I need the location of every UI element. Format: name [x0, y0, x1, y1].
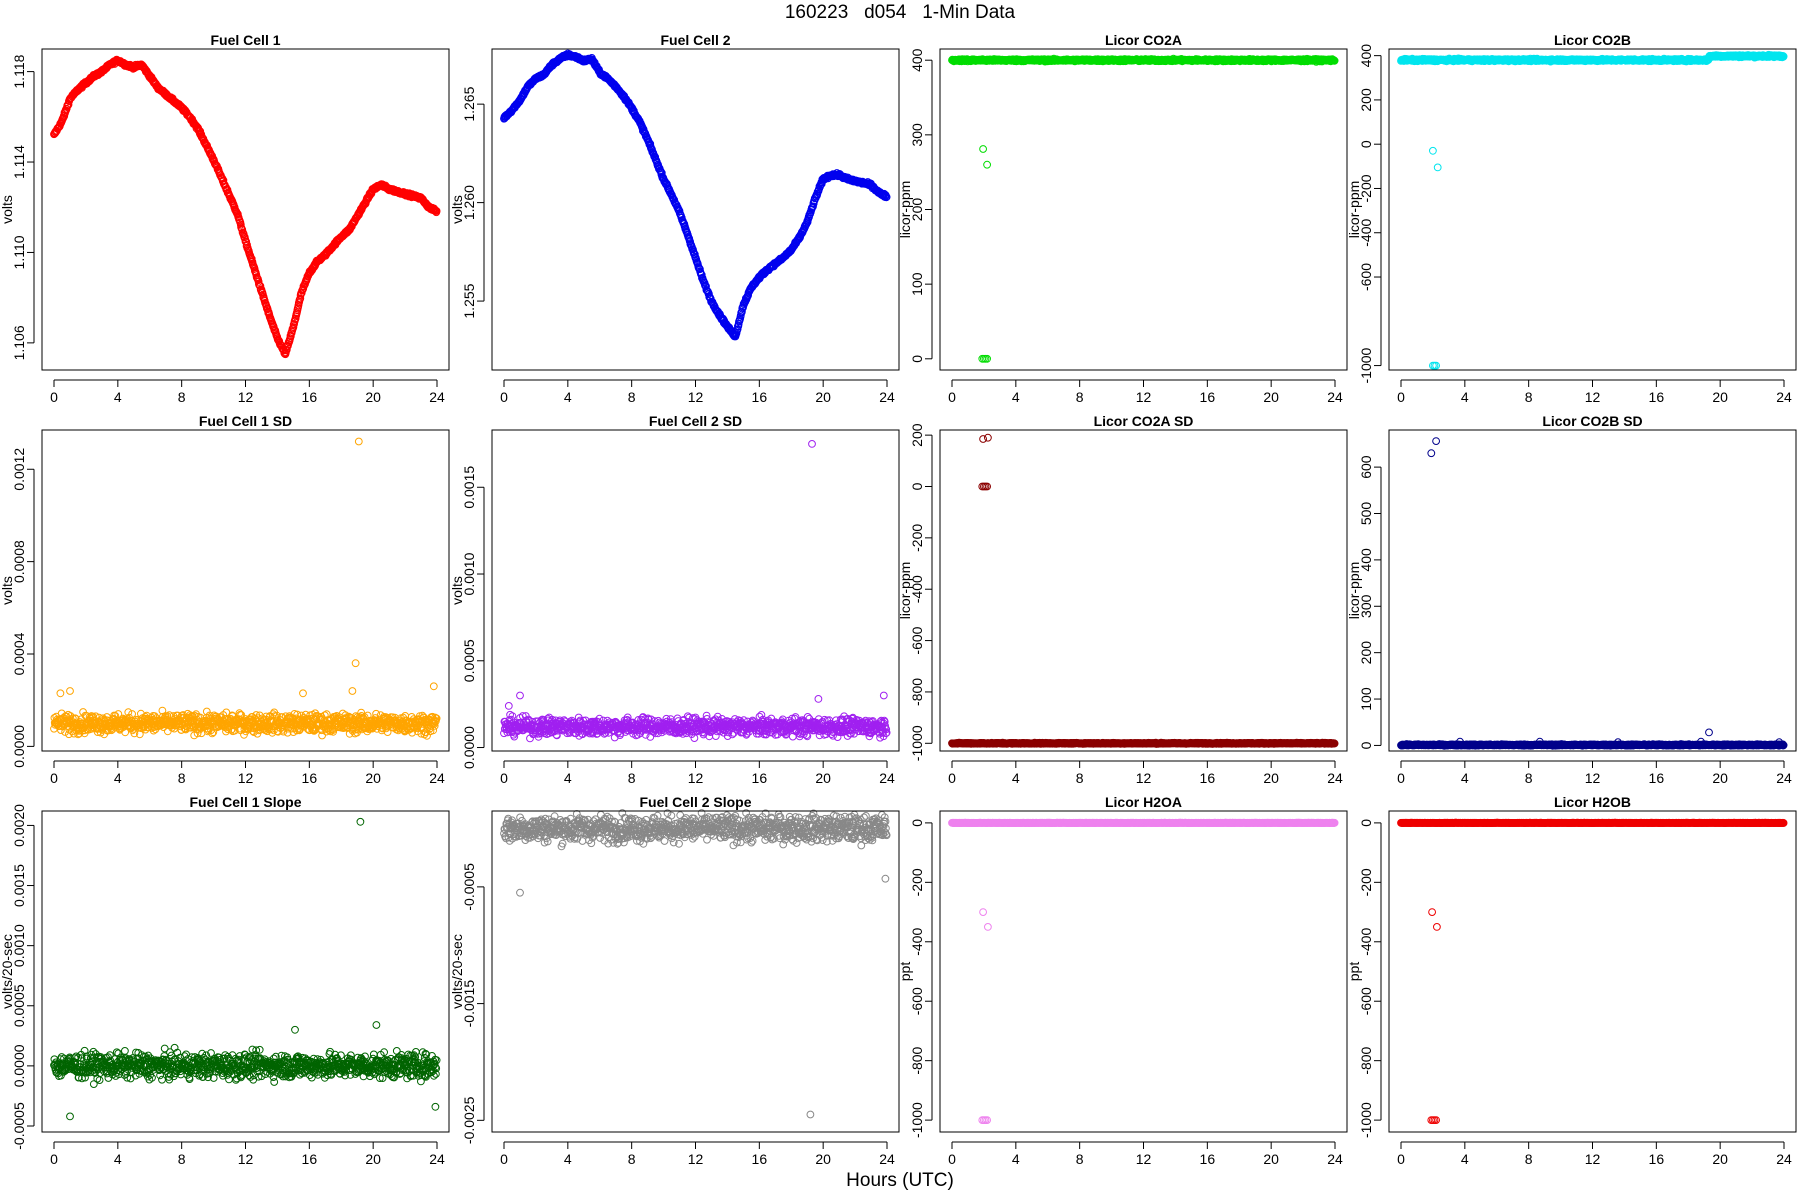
data-points — [1397, 50, 1788, 370]
data-points — [50, 55, 441, 359]
y-tick-label: 300 — [909, 123, 925, 147]
x-tick-label: 12 — [1136, 389, 1152, 405]
data-points — [948, 54, 1339, 363]
x-tick-label: 8 — [178, 389, 186, 405]
y-tick-label: 200 — [1358, 88, 1374, 112]
x-tick-label: 12 — [238, 389, 254, 405]
x-tick-label: 8 — [1525, 389, 1533, 405]
subplot-title: Licor CO2A — [1105, 32, 1182, 48]
x-tick-label: 16 — [752, 389, 768, 405]
x-tick-label: 24 — [1776, 389, 1792, 405]
data-point — [197, 130, 206, 139]
y-axis-label: volts — [0, 195, 15, 224]
x-tick-label: 8 — [1076, 389, 1084, 405]
x-axis: 0 4 8 12 16 20 24 — [948, 379, 1343, 405]
x-tick-label: 4 — [564, 389, 572, 405]
figure-title: 160223 d054 1-Min Data — [784, 2, 1016, 23]
x-axis: 0 4 8 12 16 20 24 — [50, 379, 445, 405]
x-axis: 0 4 8 12 16 20 24 — [500, 379, 895, 405]
plot-frame — [41, 48, 450, 371]
y-tick-label: 100 — [909, 272, 925, 296]
plot-frame — [491, 48, 900, 371]
y-tick-label: 1.118 — [11, 54, 27, 88]
y-tick-label: 400 — [1358, 44, 1374, 68]
x-tick-label: 0 — [50, 389, 58, 405]
y-tick-label: 1.110 — [11, 235, 27, 269]
x-tick-label: 24 — [879, 389, 895, 405]
x-tick-label: 20 — [815, 389, 831, 405]
x-tick-label: 12 — [1585, 389, 1601, 405]
data-point — [296, 294, 305, 303]
x-tick-label: 0 — [500, 389, 508, 405]
x-tick-label: 20 — [1263, 389, 1279, 405]
data-points — [50, 437, 441, 740]
y-tick-label: 0 — [1358, 140, 1374, 148]
y-tick-label: -200 — [1358, 174, 1374, 202]
x-tick-label: 24 — [429, 389, 445, 405]
subplot-title: Fuel Cell 2 — [660, 32, 730, 48]
outlier-point — [1429, 146, 1437, 155]
x-tick-label: 16 — [1200, 389, 1216, 405]
outlier-point — [983, 160, 991, 169]
y-tick-label: 0 — [909, 355, 925, 363]
x-tick-label: 4 — [114, 389, 122, 405]
x-tick-label: 0 — [948, 389, 956, 405]
y-tick-label: 200 — [909, 198, 925, 222]
x-tick-label: 8 — [628, 389, 636, 405]
x-tick-label: 20 — [1712, 389, 1728, 405]
plot-frame — [939, 48, 1348, 371]
y-tick-label: -400 — [1358, 219, 1374, 247]
data-point — [282, 345, 291, 354]
x-tick-label: 0 — [1397, 389, 1405, 405]
subplot-title: Licor CO2B — [1554, 32, 1631, 48]
y-tick-label: 1.114 — [11, 145, 27, 179]
x-tick-label: 16 — [302, 389, 318, 405]
x-tick-label: 12 — [688, 389, 704, 405]
x-tick-label: 20 — [365, 389, 381, 405]
x-tick-label: 4 — [1461, 389, 1469, 405]
y-tick-label: 1.255 — [461, 283, 477, 318]
plot-frame — [1388, 48, 1797, 371]
data-point — [236, 220, 245, 229]
outlier-point — [1430, 361, 1439, 370]
subplot-1: Fuel Cell 1 volts 0 4 8 12 16 20 24 1.106 1.110 1.1… — [0, 32, 450, 405]
data-point — [254, 277, 263, 286]
x-axis: 0 4 8 12 16 20 24 — [1397, 379, 1792, 405]
y-tick-label: 1.265 — [461, 86, 477, 121]
y-tick-label: -1000 — [1358, 347, 1374, 383]
y-tick-label: 1.106 — [11, 325, 27, 360]
y-axis: 0 100 200 300 400 — [909, 48, 933, 363]
subplot-title: Fuel Cell 1 — [210, 32, 280, 48]
data-points — [500, 49, 891, 341]
y-tick-label: 1.260 — [461, 185, 477, 220]
x-tick-label: 24 — [1327, 389, 1343, 405]
y-tick-label: 400 — [909, 48, 925, 72]
x-tick-label: 16 — [1649, 389, 1665, 405]
outlier-point — [1433, 163, 1442, 172]
y-tick-label: -600 — [1358, 263, 1374, 291]
subplot-title: Fuel Cell 1 SD — [199, 413, 292, 429]
x-tick-label: 4 — [1012, 389, 1020, 405]
outlier-point — [979, 145, 987, 153]
y-axis: 1.255 1.260 1.265 — [461, 86, 485, 319]
